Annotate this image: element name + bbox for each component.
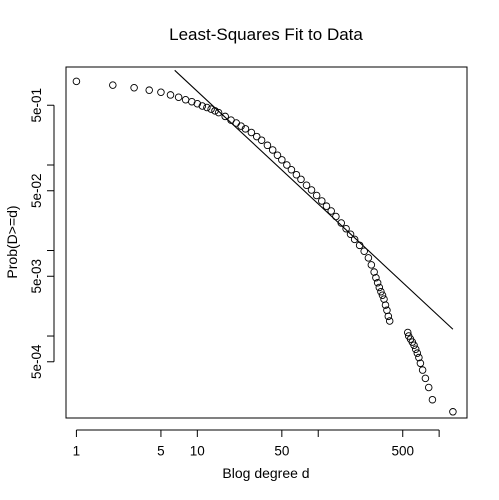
data-point-23 [257, 136, 266, 144]
data-point-69 [424, 383, 433, 392]
data-point-33 [307, 186, 316, 194]
data-point-62 [410, 341, 418, 350]
data-point-6 [166, 91, 175, 99]
data-point-52 [378, 291, 387, 299]
data-point-58 [403, 328, 412, 337]
x-tick-label: 1 [73, 444, 81, 459]
data-point-1 [72, 77, 81, 86]
data-point-45 [364, 254, 373, 262]
y-axis: 5e-01 5e-02 5e-03 5e-04 [29, 88, 55, 379]
data-point-68 [421, 374, 430, 383]
data-point-27 [278, 156, 286, 164]
data-point-65 [415, 353, 423, 362]
data-point-49 [373, 278, 382, 287]
data-point-35 [318, 197, 326, 205]
data-point-48 [372, 274, 380, 282]
data-point-32 [302, 181, 311, 189]
y-tick-label: 5e-03 [29, 259, 44, 294]
x-tick-label: 5 [157, 444, 165, 459]
data-point-11 [198, 102, 207, 110]
data-point-24 [263, 141, 272, 150]
data-point-20 [241, 125, 250, 133]
data-point-70 [428, 395, 437, 404]
data-point-37 [327, 207, 335, 215]
data-point-13 [207, 105, 215, 113]
plot-frame [65, 66, 468, 419]
data-point-36 [322, 202, 331, 210]
y-tick-label: 5e-01 [29, 88, 44, 123]
x-tick-label: 50 [274, 444, 289, 459]
data-point-50 [375, 283, 384, 292]
data-point-16 [221, 112, 229, 121]
data-point-44 [360, 247, 368, 256]
data-point-31 [297, 175, 305, 184]
data-point-7 [174, 93, 183, 101]
x-tick-label: 500 [391, 444, 414, 459]
data-point-57 [385, 317, 394, 325]
data-point-3 [130, 84, 138, 92]
y-axis-label: Prob(D>=d) [4, 205, 20, 278]
chart-title: Least-Squares Fit to Data [169, 25, 363, 44]
data-point-34 [312, 191, 321, 200]
x-axis: 1 5 10 50 500 [73, 429, 440, 459]
data-points [72, 77, 457, 416]
data-point-46 [367, 261, 376, 269]
data-point-67 [418, 366, 427, 374]
y-tick-label: 5e-04 [29, 344, 44, 379]
data-point-41 [346, 230, 355, 238]
data-point-15 [214, 108, 223, 117]
data-point-64 [413, 349, 422, 357]
x-axis-label: Blog degree d [222, 465, 309, 481]
fit-line [174, 69, 454, 330]
data-point-29 [287, 166, 296, 174]
data-point-4 [145, 86, 153, 94]
data-point-26 [273, 151, 282, 160]
data-point-66 [416, 359, 425, 368]
data-point-28 [283, 161, 291, 169]
data-point-25 [268, 146, 277, 154]
data-point-22 [252, 132, 261, 141]
data-point-5 [157, 88, 165, 96]
data-point-56 [384, 312, 393, 321]
data-point-54 [381, 301, 390, 309]
data-point-42 [350, 235, 359, 244]
data-point-8 [181, 95, 190, 104]
data-point-10 [193, 100, 202, 108]
data-point-21 [247, 128, 256, 137]
data-point-30 [292, 170, 301, 179]
data-point-71 [449, 408, 457, 416]
data-point-51 [377, 287, 385, 296]
data-point-63 [411, 345, 420, 354]
data-point-40 [342, 224, 350, 233]
x-tick-label: 10 [190, 444, 205, 459]
data-point-12 [203, 103, 211, 112]
data-point-2 [109, 81, 117, 89]
y-tick-label: 5e-02 [29, 173, 44, 208]
data-point-19 [237, 122, 245, 130]
